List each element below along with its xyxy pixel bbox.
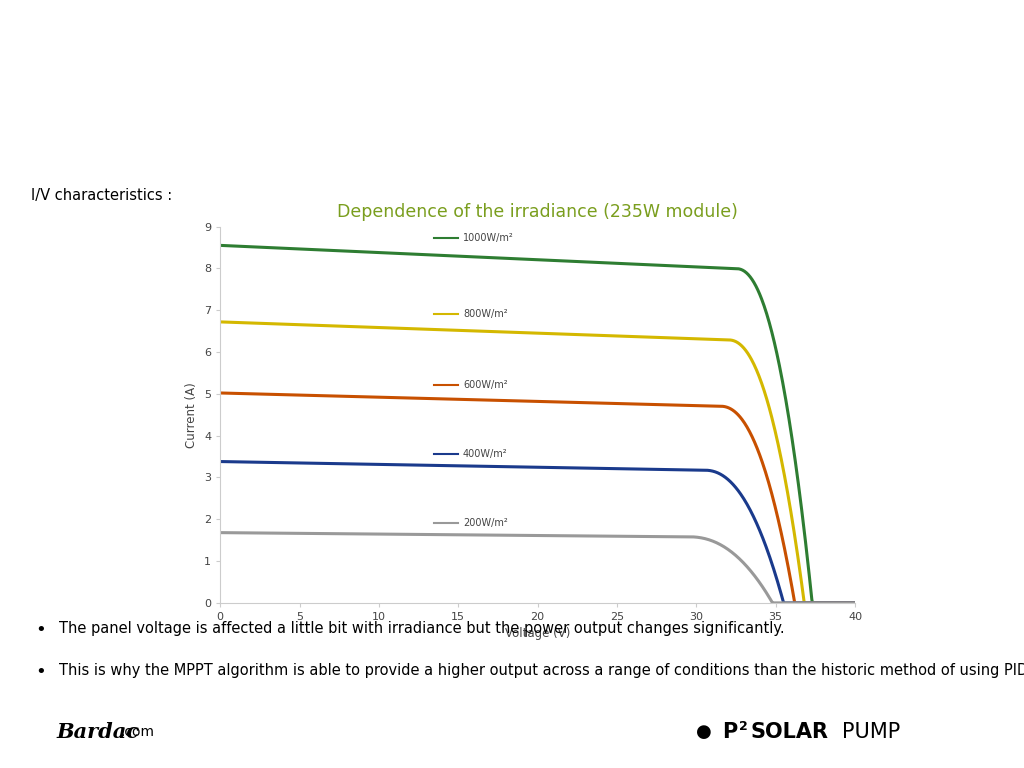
Text: •: • (36, 663, 46, 681)
Text: 600W/m²: 600W/m² (463, 380, 508, 390)
Text: Some new terms and technology to understand: Some new terms and technology to underst… (31, 46, 888, 78)
Y-axis label: Current (A): Current (A) (185, 382, 199, 448)
Text: This is why the MPPT algorithm is able to provide a higher output across a range: This is why the MPPT algorithm is able t… (59, 663, 1024, 678)
Text: 200W/m²: 200W/m² (463, 518, 508, 528)
Title: Dependence of the irradiance (235W module): Dependence of the irradiance (235W modul… (337, 203, 738, 221)
Text: 2: 2 (739, 720, 749, 733)
Text: ●: ● (696, 723, 712, 741)
Text: SOLAR: SOLAR (751, 722, 828, 742)
Text: PUMP: PUMP (842, 722, 900, 742)
Text: 800W/m²: 800W/m² (463, 310, 508, 319)
Text: P: P (722, 722, 737, 742)
Text: Bardac: Bardac (56, 722, 139, 742)
Text: .com: .com (121, 725, 155, 739)
Text: •: • (36, 621, 46, 639)
X-axis label: Voltage (V): Voltage (V) (505, 627, 570, 641)
Text: I/V characteristics :: I/V characteristics : (31, 188, 172, 204)
Text: 400W/m²: 400W/m² (463, 449, 508, 459)
Text: 1000W/m²: 1000W/m² (463, 233, 514, 243)
Text: The panel voltage is affected a little bit with irradiance but the power output : The panel voltage is affected a little b… (59, 621, 785, 636)
